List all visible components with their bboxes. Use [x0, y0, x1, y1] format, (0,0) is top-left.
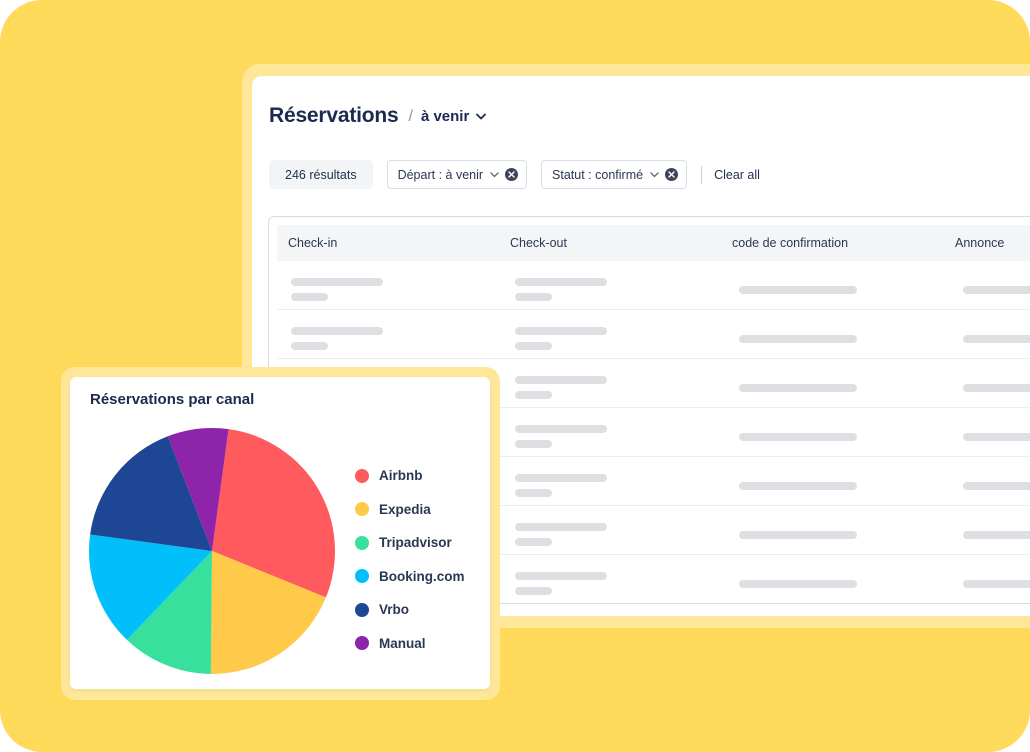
clear-all-link[interactable]: Clear all [714, 167, 760, 182]
legend-item[interactable]: Expedia [355, 493, 465, 527]
legend-swatch [355, 535, 369, 550]
skeleton-placeholder [963, 286, 1030, 294]
legend-item[interactable]: Booking.com [355, 560, 465, 594]
skeleton-placeholder [739, 433, 857, 441]
chevron-down-icon [490, 171, 499, 177]
skeleton-placeholder [515, 278, 607, 286]
skeleton-placeholder [291, 342, 328, 350]
skeleton-placeholder [515, 391, 552, 399]
pie-slice-vrbo[interactable] [90, 436, 212, 551]
skeleton-placeholder [515, 538, 552, 546]
column-header-check-in[interactable]: Check-in [288, 236, 338, 250]
filter-chip-departure[interactable]: Départ : à venir [386, 160, 528, 189]
legend-label: Airbnb [379, 468, 423, 484]
skeleton-placeholder [963, 433, 1030, 441]
legend-label: Tripadvisor [379, 535, 452, 551]
filter-chip-status[interactable]: Statut : confirmé [541, 160, 688, 189]
pie-slice-manual[interactable] [167, 428, 229, 551]
legend-item[interactable]: Tripadvisor [355, 526, 465, 560]
skeleton-placeholder [291, 293, 328, 301]
chevron-down-icon [476, 113, 487, 120]
breadcrumb-separator: / [408, 108, 413, 125]
legend-item[interactable]: Vrbo [355, 593, 465, 627]
view-selector[interactable]: à venir [420, 108, 487, 125]
legend-swatch [355, 636, 369, 651]
skeleton-placeholder [515, 474, 607, 482]
chevron-down-icon [650, 171, 659, 177]
legend-swatch [355, 569, 369, 584]
table-row[interactable] [277, 310, 1030, 359]
chart-legend: Airbnb Expedia Tripadvisor Booking.com Vrbo M… [355, 459, 465, 660]
table-row[interactable] [277, 261, 1030, 310]
legend-label: Manual [379, 635, 426, 651]
pie-slice-tripadvisor[interactable] [126, 551, 212, 674]
legend-swatch [355, 502, 369, 517]
legend-label: Expedia [379, 501, 431, 517]
column-header-listing[interactable]: Annonce [955, 236, 1005, 250]
view-selector-label: à venir [420, 108, 470, 125]
legend-label: Booking.com [379, 568, 465, 584]
skeleton-placeholder [739, 482, 857, 490]
skeleton-placeholder [963, 384, 1030, 392]
skeleton-placeholder [739, 531, 857, 539]
page-title: Réservations [269, 104, 399, 127]
skeleton-placeholder [963, 482, 1030, 490]
legend-item[interactable]: Airbnb [355, 459, 465, 493]
pie-chart [89, 428, 335, 674]
skeleton-placeholder [739, 286, 857, 294]
skeleton-placeholder [515, 376, 607, 384]
pie-slice-expedia[interactable] [210, 551, 326, 674]
legend-item[interactable]: Manual [355, 627, 465, 661]
skeleton-placeholder [291, 278, 383, 286]
skeleton-placeholder [515, 342, 552, 350]
skeleton-placeholder [739, 335, 857, 343]
chart-title: Réservations par canal [90, 391, 255, 408]
skeleton-placeholder [515, 425, 607, 433]
skeleton-placeholder [515, 572, 607, 580]
skeleton-placeholder [963, 335, 1030, 343]
pie-slice-airbnb[interactable] [212, 429, 335, 598]
divider [701, 165, 703, 184]
legend-label: Vrbo [379, 602, 410, 618]
skeleton-placeholder [515, 523, 607, 531]
filter-bar: 246 résultats Départ : à venir Statut : … [269, 160, 760, 189]
remove-filter-icon[interactable] [665, 168, 679, 181]
skeleton-placeholder [739, 384, 857, 392]
skeleton-placeholder [515, 440, 552, 448]
pie-slice-booking-com[interactable] [89, 534, 212, 640]
skeleton-placeholder [963, 580, 1030, 588]
skeleton-placeholder [515, 489, 552, 497]
table-header: Check-in Check-out code de confirmation … [277, 225, 1030, 261]
column-header-confirmation-code[interactable]: code de confirmation [732, 236, 849, 250]
filter-chip-label: Départ : à venir [397, 167, 484, 182]
legend-swatch [355, 602, 369, 617]
header: Réservations / à venir [269, 104, 487, 128]
result-count: 246 résultats [269, 160, 373, 189]
chart-card: Réservations par canal Airbnb Expedia Trip… [70, 377, 490, 689]
legend-swatch [355, 468, 369, 483]
reservations-table: Check-in Check-out code de confirmation … [268, 216, 1030, 604]
skeleton-placeholder [515, 587, 552, 595]
column-header-check-out[interactable]: Check-out [510, 236, 567, 250]
skeleton-placeholder [963, 531, 1030, 539]
skeleton-placeholder [291, 327, 383, 335]
skeleton-placeholder [739, 580, 857, 588]
remove-filter-icon[interactable] [505, 168, 519, 181]
skeleton-placeholder [515, 327, 607, 335]
skeleton-placeholder [515, 293, 552, 301]
filter-chip-label: Statut : confirmé [552, 167, 644, 182]
